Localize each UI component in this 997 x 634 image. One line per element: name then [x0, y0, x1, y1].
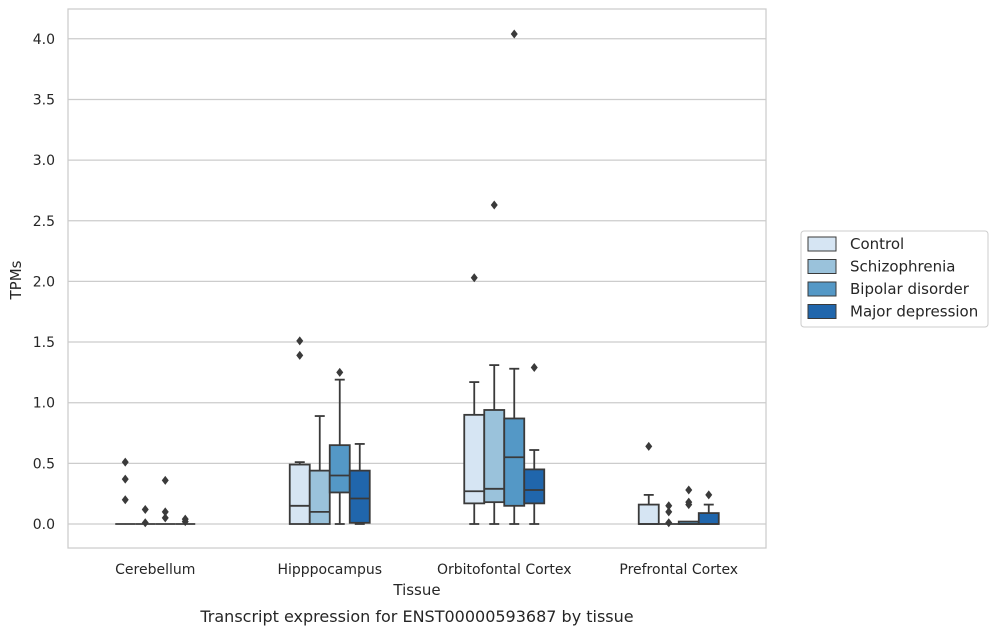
y-tick-label: 1.0: [33, 396, 55, 412]
outlier-point: [530, 363, 538, 373]
legend-label: Schizophrenia: [850, 258, 955, 276]
legend-label: Control: [850, 235, 904, 253]
y-tick-label: 2.0: [33, 274, 55, 290]
y-tick-label: 4.0: [33, 32, 55, 48]
x-tick-label: Cerebellum: [115, 562, 195, 578]
box-hipppocampus-schizophrenia: [308, 415, 331, 525]
y-axis-label: TPMs: [7, 260, 25, 300]
box-body: [328, 444, 351, 494]
box-orbitofontal-cortex-schizophrenia: [483, 200, 506, 525]
outlier-point: [685, 485, 693, 495]
outlier-point: [645, 441, 653, 451]
box-body: [348, 469, 371, 524]
plot-frame: [67, 8, 767, 549]
x-tick-label: Prefrontal Cortex: [619, 562, 738, 578]
y-tick-label: 3.0: [33, 153, 55, 169]
box-cerebellum-bipolar-disorder: [155, 475, 176, 525]
box-body: [523, 468, 546, 505]
box-cerebellum-schizophrenia: [135, 504, 156, 528]
box-orbitofontal-cortex-major-depression: [523, 363, 546, 525]
box-body: [308, 469, 331, 525]
outlier-point: [685, 500, 693, 510]
box-orbitofontal-cortex-bipolar-disorder: [503, 29, 526, 525]
box-body: [503, 417, 526, 507]
chart-caption: Transcript expression for ENST0000059368…: [199, 607, 633, 626]
box-hipppocampus-bipolar-disorder: [328, 367, 351, 525]
outlier-point: [705, 490, 713, 500]
box-hipppocampus-major-depression: [348, 443, 371, 525]
legend-swatch: [807, 259, 837, 274]
outlier-point: [336, 367, 344, 377]
legend-swatch: [807, 236, 837, 252]
outlier-point: [141, 518, 149, 528]
outlier-point: [490, 200, 498, 210]
legend: Control Schizophrenia Bipolar disorder Majo…: [800, 230, 989, 328]
y-tick-label: 0.0: [33, 517, 55, 533]
legend-swatch: [807, 281, 837, 297]
outlier-point: [665, 501, 673, 511]
box-body: [463, 413, 486, 505]
box-body: [288, 463, 311, 525]
box-body: [697, 512, 720, 525]
outlier-point: [665, 507, 673, 517]
outlier-point: [121, 495, 129, 505]
box-prefrontal-cortex-major-depression: [697, 490, 720, 525]
plot-area: [68, 9, 766, 548]
outlier-point: [181, 517, 189, 527]
box-groups: [115, 29, 720, 528]
box-cerebellum-control: [115, 457, 136, 525]
box-prefrontal-cortex-control: [637, 441, 660, 525]
y-tick-label: 0.5: [33, 456, 55, 472]
outlier-point: [665, 518, 673, 528]
outlier-point: [510, 29, 518, 39]
legend-label: Major depression: [850, 303, 978, 321]
box-body: [637, 503, 660, 525]
legend-frame: [800, 230, 989, 328]
box-cerebellum-major-depression: [175, 514, 196, 527]
outlier-point: [121, 474, 129, 484]
y-tick-label: 2.5: [33, 214, 55, 230]
y-axis-ticks: 0.0 0.5 1.0 1.5 2.0 2.5 3.0 3.5 4.0: [33, 32, 55, 533]
outlier-point: [161, 475, 169, 485]
y-tick-label: 1.5: [33, 335, 55, 351]
x-axis-ticks: Cerebellum Hipppocampus Orbitofontal Corte…: [115, 562, 738, 578]
outlier-point: [470, 273, 478, 283]
x-axis-label: Tissue: [392, 581, 440, 599]
y-tick-label: 3.5: [33, 92, 55, 108]
outlier-point: [161, 513, 169, 523]
grid-lines: [68, 38, 766, 525]
outlier-point: [296, 350, 304, 360]
legend-label: Bipolar disorder: [850, 280, 970, 298]
x-tick-label: Orbitofontal Cortex: [437, 562, 572, 578]
box-prefrontal-cortex-schizophrenia: [658, 501, 679, 528]
legend-swatch: [807, 304, 837, 319]
outlier-point: [121, 457, 129, 467]
outlier-point: [161, 507, 169, 517]
box-hipppocampus-control: [288, 336, 311, 525]
outlier-point: [141, 504, 149, 514]
x-tick-label: Hipppocampus: [277, 562, 382, 578]
outlier-point: [296, 336, 304, 346]
